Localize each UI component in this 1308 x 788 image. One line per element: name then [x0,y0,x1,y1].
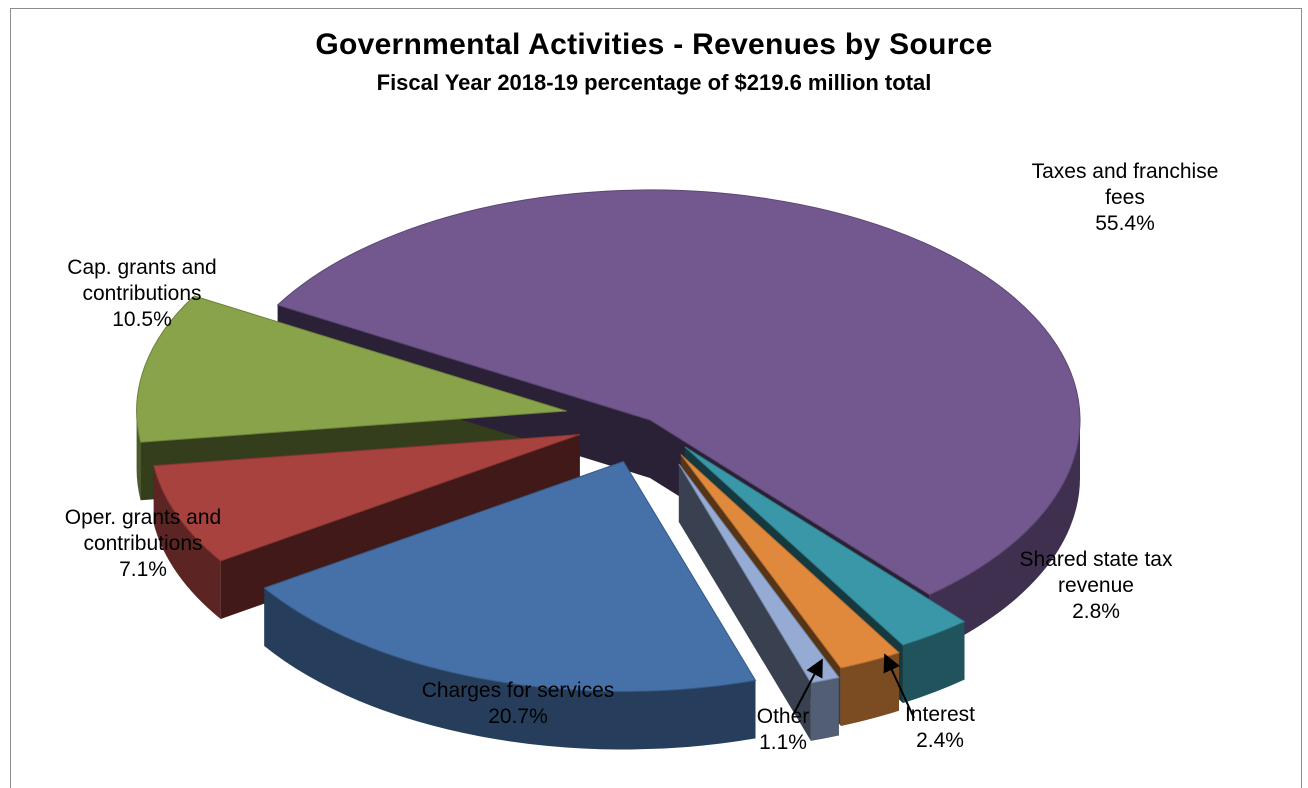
slice-outer-wall [153,465,221,619]
slice-outer-wall [264,587,756,750]
slice-outer-wall [902,621,965,704]
slice-name-label: Other [757,705,810,728]
slice-name-label: fees [1105,186,1145,209]
pie-slice-2 [680,454,900,669]
chart-subtitle: Fiscal Year 2018-19 percentage of $219.6… [376,70,932,95]
pie-slice-0 [276,189,1081,596]
slice-name-label: contributions [82,282,201,305]
callout-arrows [792,653,915,719]
slice-name-label: Oper. grants and [65,506,221,529]
pie-slice-5 [153,434,580,562]
pie-slice-4 [263,460,757,693]
pie-slice-1 [684,446,966,646]
slice-outer-wall [136,410,141,501]
slice-name-label: Shared state tax [1020,548,1173,571]
slice-name-label: revenue [1058,574,1134,597]
slice-cut-face [678,463,811,741]
slice-value-label: 55.4% [1095,212,1155,235]
slice-outer-wall [810,677,839,741]
slice-value-label: 7.1% [119,558,167,581]
slice-value-label: 2.4% [916,729,964,752]
slice-value-label: 1.1% [759,731,807,754]
callout-arrow [792,658,823,716]
slice-value-label: 2.8% [1072,600,1120,623]
slice-outer-wall [929,420,1080,653]
slice-name-label: Charges for services [422,679,615,702]
chart-title: Governmental Activities - Revenues by So… [315,28,993,61]
slice-value-label: 20.7% [488,705,548,728]
slice-name-label: Taxes and franchise [1032,160,1219,183]
slice-value-label: 10.5% [112,308,172,331]
slice-labels: Taxes and franchise fees 55.4% Shared state… [65,160,1219,754]
slice-tops [136,189,1081,693]
callout-arrow [883,653,915,719]
slice-name-label: contributions [83,532,202,555]
slice-name-label: Interest [905,703,975,726]
slice-name-label: Cap. grants and [67,256,216,279]
pie-slice-6 [136,295,567,443]
